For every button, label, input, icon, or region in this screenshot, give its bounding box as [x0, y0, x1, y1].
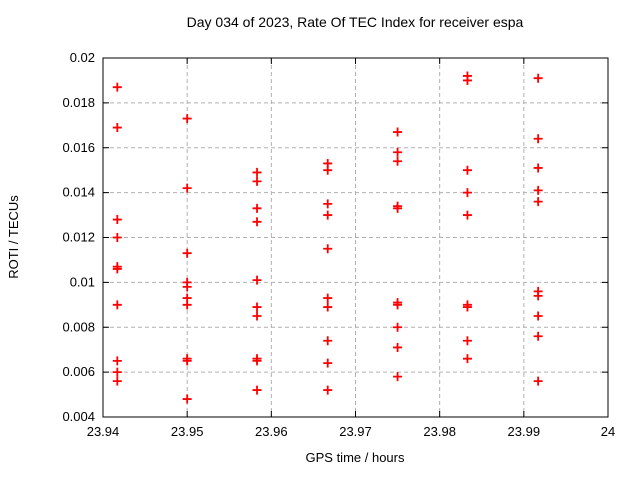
- x-tick-label: 23.97: [339, 424, 372, 439]
- data-point-plus-marker: [252, 176, 262, 186]
- grid-lines: [103, 58, 608, 417]
- data-point-plus-marker: [112, 376, 122, 386]
- x-axis-label: GPS time / hours: [306, 450, 405, 465]
- x-tick-label: 23.96: [255, 424, 288, 439]
- data-point-plus-marker: [252, 167, 262, 177]
- data-point-plus-marker: [393, 300, 403, 310]
- y-tick-label: 0.004: [62, 409, 95, 424]
- data-point-plus-marker: [533, 311, 543, 321]
- x-tick-label: 23.99: [508, 424, 541, 439]
- data-point-plus-marker: [112, 356, 122, 366]
- data-point-plus-marker: [323, 358, 333, 368]
- data-point-plus-marker: [323, 165, 333, 175]
- data-point-plus-marker: [252, 275, 262, 285]
- data-point-plus-marker: [112, 300, 122, 310]
- data-point-plus-marker: [462, 354, 472, 364]
- data-point-plus-marker: [252, 311, 262, 321]
- data-point-plus-marker: [112, 233, 122, 242]
- data-point-plus-marker: [533, 376, 543, 386]
- data-point-plus-marker: [393, 147, 403, 157]
- data-point-plus-marker: [112, 215, 122, 225]
- x-tick-label: 24: [601, 424, 615, 439]
- data-point-plus-marker: [112, 264, 122, 274]
- data-point-plus-marker: [462, 75, 472, 85]
- data-point-plus-marker: [393, 372, 403, 382]
- data-point-plus-marker: [462, 302, 472, 312]
- data-point-plus-marker: [252, 302, 262, 312]
- data-point-plus-marker: [182, 248, 192, 258]
- data-point-plus-marker: [182, 300, 192, 310]
- data-point-plus-marker: [112, 82, 122, 92]
- data-point-plus-marker: [462, 165, 472, 175]
- y-tick-label: 0.018: [62, 95, 95, 110]
- data-point-plus-marker: [533, 163, 543, 173]
- x-tick-label: 23.94: [87, 424, 120, 439]
- data-point-plus-marker: [323, 293, 333, 303]
- tick-labels: 23.94 23.95 23.96 23.97 23.98 23.99 24 0.004 0.0…: [62, 50, 615, 439]
- data-point-plus-marker: [393, 203, 403, 213]
- y-tick-label: 0.008: [62, 319, 95, 334]
- data-point-plus-marker: [323, 302, 333, 312]
- data-point-plus-marker: [533, 134, 543, 144]
- data-point-plus-marker: [182, 282, 192, 292]
- data-point-plus-marker: [533, 331, 543, 341]
- y-tick-label: 0.016: [62, 140, 95, 155]
- axis-ticks: [102, 57, 609, 418]
- data-point-plus-marker: [252, 356, 262, 366]
- data-point-plus-marker: [182, 394, 192, 404]
- data-point-plus-marker: [462, 188, 472, 198]
- data-point-plus-marker: [393, 156, 403, 166]
- data-point-plus-marker: [252, 203, 262, 213]
- data-point-plus-marker: [323, 199, 333, 209]
- data-point-plus-marker: [112, 367, 122, 377]
- data-point-plus-marker: [112, 123, 122, 133]
- chart-title: Day 034 of 2023, Rate Of TEC Index for r…: [187, 14, 524, 30]
- data-point-plus-marker: [182, 183, 192, 193]
- y-tick-label: 0.014: [62, 185, 95, 200]
- data-point-plus-marker: [323, 210, 333, 220]
- data-point-plus-marker: [462, 336, 472, 346]
- data-point-plus-marker: [393, 322, 403, 332]
- data-point-plus-marker: [182, 356, 192, 366]
- data-point-plus-marker: [533, 73, 543, 83]
- data-point-plus-marker: [323, 385, 333, 395]
- data-point-plus-marker: [393, 127, 403, 137]
- x-tick-label: 23.98: [423, 424, 456, 439]
- data-point-plus-marker: [393, 342, 403, 352]
- y-axis-label: ROTI / TECUs: [6, 195, 21, 279]
- data-point-plus-marker: [182, 114, 192, 124]
- data-point-plus-marker: [533, 197, 543, 207]
- data-point-plus-marker: [323, 336, 333, 346]
- data-point-plus-marker: [533, 185, 543, 195]
- data-point-plus-marker: [533, 291, 543, 301]
- x-tick-label: 23.95: [171, 424, 204, 439]
- y-tick-label: 0.02: [70, 50, 95, 65]
- data-point-plus-marker: [323, 244, 333, 254]
- data-point-plus-marker: [252, 217, 262, 227]
- y-tick-label: 0.012: [62, 230, 95, 245]
- data-point-plus-marker: [462, 210, 472, 220]
- y-tick-label: 0.006: [62, 364, 95, 379]
- data-points: [112, 71, 543, 404]
- y-tick-label: 0.01: [70, 274, 95, 289]
- data-point-plus-marker: [252, 385, 262, 395]
